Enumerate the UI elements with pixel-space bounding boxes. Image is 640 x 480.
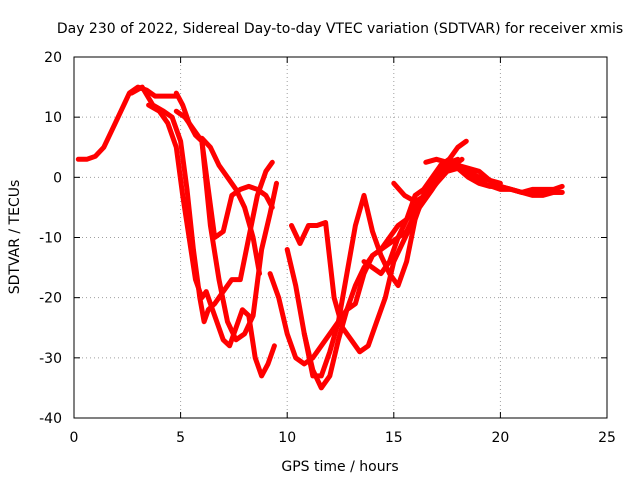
x-axis-label: GPS time / hours	[281, 459, 398, 475]
grid	[74, 57, 607, 418]
series-arc-13	[423, 156, 565, 198]
x-tick-label: 5	[176, 430, 185, 446]
y-tick-label: 20	[44, 50, 62, 66]
axis-ticks: 0 5 10 15 20 25 -40 -30 -20 -10 0 10 20	[39, 50, 616, 446]
series-arc-11	[361, 156, 565, 277]
y-tick-label: 10	[44, 110, 62, 126]
x-tick-label: 20	[491, 430, 509, 446]
y-tick-label: 0	[53, 170, 62, 186]
series-arc-2	[129, 84, 275, 325]
series-arc-10	[301, 156, 461, 379]
x-tick-label: 15	[385, 430, 403, 446]
y-tick-label: -20	[39, 291, 62, 307]
y-axis-label: SDTVAR / TECUs	[7, 180, 23, 295]
x-tick-label: 25	[598, 430, 616, 446]
x-tick-label: 0	[70, 430, 79, 446]
series-arc-3	[146, 102, 277, 379]
y-tick-label: -10	[39, 231, 62, 247]
plot-frame	[73, 56, 608, 419]
series-arc-6	[199, 135, 262, 277]
y-tick-label: -40	[39, 411, 62, 427]
y-tick-label: -30	[39, 351, 62, 367]
series-arc-5	[173, 90, 275, 240]
x-tick-label: 10	[278, 430, 296, 446]
chart-title: Day 230 of 2022, Sidereal Day-to-day VTE…	[57, 21, 623, 37]
series-arc-1	[75, 84, 179, 162]
data-series	[75, 84, 565, 391]
series-arc-12	[391, 165, 565, 204]
